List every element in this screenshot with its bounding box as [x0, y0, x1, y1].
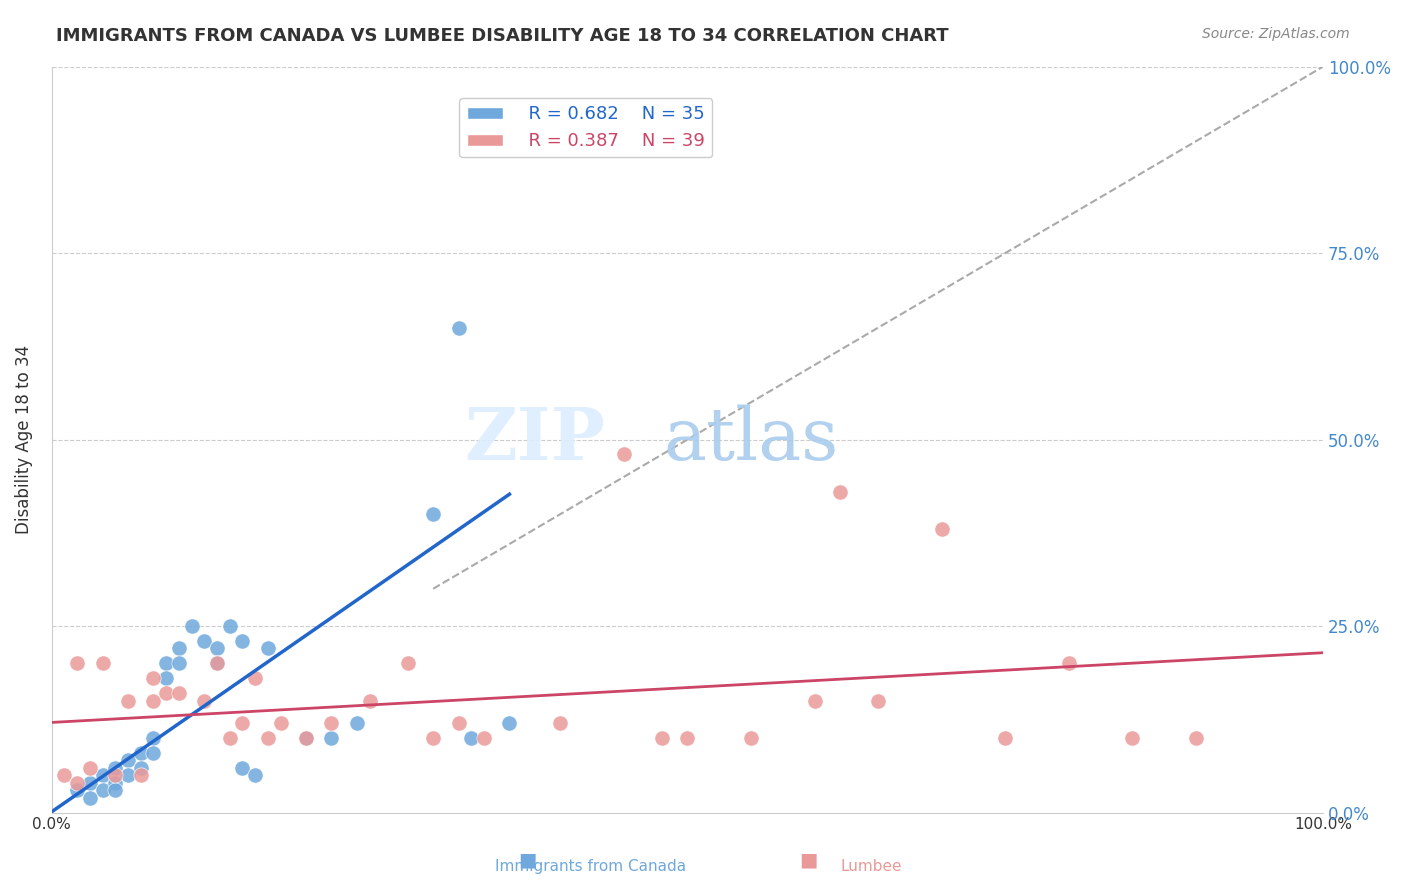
Point — [167, 657, 190, 671]
Point — [79, 761, 101, 775]
Point — [104, 783, 127, 797]
Point — [218, 731, 240, 745]
Text: atlas: atlas — [664, 404, 839, 475]
Point — [321, 716, 343, 731]
Point — [359, 693, 381, 707]
Point — [346, 716, 368, 731]
Text: IMMIGRANTS FROM CANADA VS LUMBEE DISABILITY AGE 18 TO 34 CORRELATION CHART: IMMIGRANTS FROM CANADA VS LUMBEE DISABIL… — [56, 27, 949, 45]
Point — [676, 731, 699, 745]
Point — [868, 693, 890, 707]
Y-axis label: Disability Age 18 to 34: Disability Age 18 to 34 — [15, 345, 32, 534]
Point — [104, 775, 127, 789]
Point — [270, 716, 292, 731]
Point — [193, 634, 215, 648]
Point — [803, 693, 825, 707]
Point — [447, 320, 470, 334]
Point — [1057, 657, 1080, 671]
Point — [231, 634, 253, 648]
Point — [321, 731, 343, 745]
Point — [295, 731, 318, 745]
Text: Lumbee: Lumbee — [841, 859, 903, 874]
Point — [257, 641, 280, 656]
Point — [295, 731, 318, 745]
Point — [243, 768, 266, 782]
Point — [205, 657, 228, 671]
Point — [79, 775, 101, 789]
Point — [155, 671, 177, 685]
Point — [1185, 731, 1208, 745]
Point — [931, 522, 953, 536]
Point — [205, 641, 228, 656]
Point — [129, 768, 152, 782]
Point — [167, 686, 190, 700]
Point — [155, 686, 177, 700]
Point — [422, 731, 444, 745]
Point — [129, 746, 152, 760]
Point — [66, 775, 89, 789]
Point — [828, 484, 851, 499]
Point — [1121, 731, 1143, 745]
Point — [91, 783, 114, 797]
Point — [422, 507, 444, 521]
Point — [613, 448, 636, 462]
Point — [66, 657, 89, 671]
Point — [231, 761, 253, 775]
Point — [142, 671, 165, 685]
Point — [193, 693, 215, 707]
Point — [117, 693, 139, 707]
Point — [142, 731, 165, 745]
Point — [651, 731, 673, 745]
Point — [994, 731, 1017, 745]
Point — [243, 671, 266, 685]
Point — [117, 753, 139, 767]
Text: Immigrants from Canada: Immigrants from Canada — [495, 859, 686, 874]
Point — [676, 120, 699, 134]
Point — [129, 761, 152, 775]
Text: ZIP: ZIP — [464, 404, 606, 475]
Point — [104, 761, 127, 775]
Point — [167, 641, 190, 656]
Point — [550, 716, 572, 731]
Point — [218, 619, 240, 633]
Point — [91, 657, 114, 671]
Point — [447, 716, 470, 731]
Point — [180, 619, 202, 633]
Point — [104, 768, 127, 782]
Point — [460, 731, 482, 745]
Point — [117, 768, 139, 782]
Point — [396, 657, 419, 671]
Point — [142, 693, 165, 707]
Point — [498, 716, 520, 731]
Point — [472, 731, 495, 745]
Legend:   R = 0.682    N = 35,   R = 0.387    N = 39: R = 0.682 N = 35, R = 0.387 N = 39 — [460, 98, 713, 158]
Point — [142, 746, 165, 760]
Point — [740, 731, 762, 745]
Point — [257, 731, 280, 745]
Point — [53, 768, 76, 782]
Point — [79, 790, 101, 805]
Point — [66, 783, 89, 797]
Point — [155, 657, 177, 671]
Text: ■: ■ — [517, 851, 537, 870]
Point — [231, 716, 253, 731]
Text: ■: ■ — [799, 851, 818, 870]
Point — [205, 657, 228, 671]
Point — [91, 768, 114, 782]
Text: Source: ZipAtlas.com: Source: ZipAtlas.com — [1202, 27, 1350, 41]
